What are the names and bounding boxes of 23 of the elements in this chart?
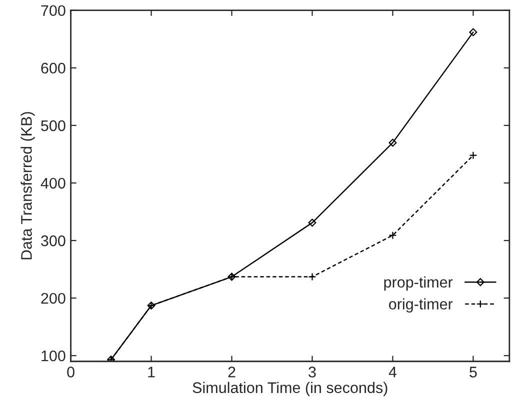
y-tick-label: 200 [41,292,66,304]
x-tick-label: 4 [388,366,397,378]
y-tick-label: 300 [41,235,66,246]
point [469,28,478,36]
point [469,151,478,160]
point [388,138,397,147]
point [388,231,397,240]
x-tick-label: 3 [308,366,316,378]
point [308,272,316,281]
x-tick-label: 0 [67,366,74,378]
x-tick-label: 1 [148,366,155,378]
y-tick-label: 500 [41,120,66,132]
x-axis-title: Simulation Time (in seconds) [192,382,388,396]
y-tick-label: 700 [41,5,66,16]
y-tick-label: 400 [40,178,66,189]
y-tick-label: 100 [42,350,66,362]
y-tick-label: 600 [41,62,66,74]
legend-label: orig-timer [389,298,453,313]
x-tick-label: 2 [228,366,236,378]
point [308,218,316,227]
x-tick-label: 5 [470,366,477,378]
legend-label: prop-timer [384,276,453,291]
y-axis-title: Data Transferred (KB) [20,112,35,260]
